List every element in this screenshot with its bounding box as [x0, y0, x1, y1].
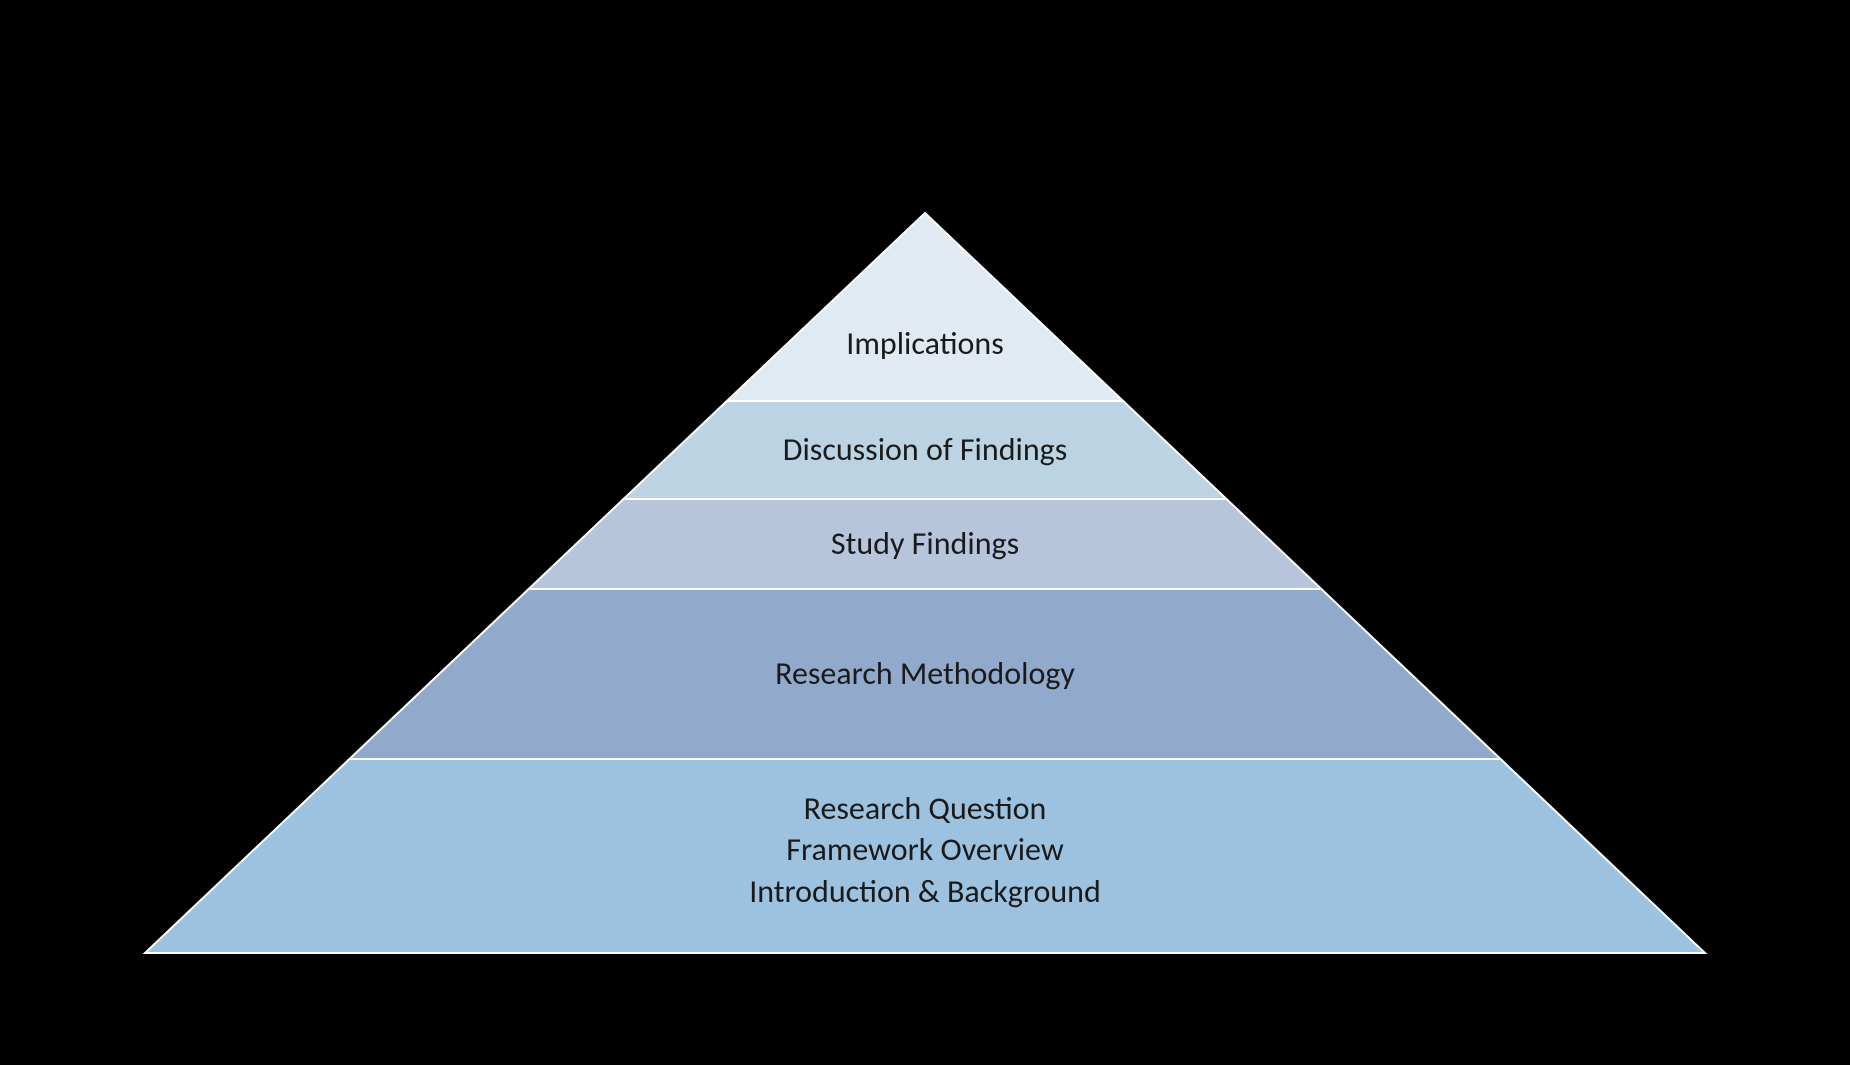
pyramid-level-3: [349, 589, 1500, 759]
pyramid-svg: [135, 83, 1715, 983]
pyramid-level-1: [624, 401, 1227, 499]
pyramid-diagram: ImplicationsDiscussion of FindingsStudy …: [135, 83, 1715, 983]
pyramid-level-0: [727, 213, 1123, 401]
pyramid-level-4: [145, 759, 1705, 953]
pyramid-level-2: [529, 499, 1322, 589]
